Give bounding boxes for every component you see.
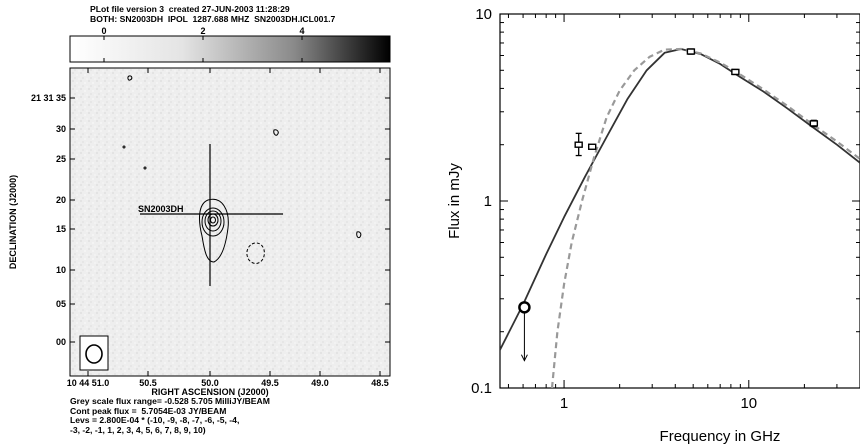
greyscale-tick-marks	[103, 36, 303, 62]
x-axis-ticks: 1 10	[507, 14, 860, 412]
map-footer-line1: Grey scale flux range= -0.528 5.705 Mill…	[70, 396, 270, 406]
y-axis-ticks: 0.1 1 10	[471, 6, 860, 397]
y-tick-label: 10	[475, 6, 492, 23]
map-header-line2: BOTH: SN2003DH IPOL 1287.688 MHZ SN2003D…	[90, 14, 336, 24]
dec-tick-label: 21 31 35	[31, 93, 66, 103]
radio-map: 0 2 4 21 31 35 30 25 20 15 10 05 00 10 4…	[8, 26, 391, 397]
dec-axis-label: DECLINATION (J2000)	[8, 175, 18, 269]
ra-tick-label: 48.5	[371, 378, 389, 388]
dec-tick-label: 25	[56, 154, 66, 164]
plot-frame	[499, 13, 860, 389]
greyscale-wedge	[69, 35, 391, 63]
source-label: SN2003DH	[138, 204, 184, 214]
ra-axis-label: RIGHT ASCENSION (J2000)	[151, 387, 268, 397]
spectrum-plot: 1 10 0.1 1 10 Frequency in GHz Flux in mJy	[446, 6, 860, 445]
ra-tick-label: 10 44 51.0	[67, 378, 110, 388]
source-contours	[199, 198, 229, 263]
map-footer-line2: Cont peak flux = 5.7054E-03 JY/BEAM	[70, 405, 227, 416]
y-tick-label: 0.1	[471, 380, 492, 397]
dec-tick-label: 10	[56, 265, 66, 275]
y-axis-label: Flux in mJy	[446, 163, 463, 239]
y-tick-label: 1	[484, 193, 492, 210]
x-tick-label: 1	[560, 395, 568, 412]
measurements	[518, 48, 819, 362]
beam-ellipse	[85, 344, 103, 364]
map-footer-line3: Levs = 2.800E-04 * (-10, -9, -8, -7, -6,…	[70, 415, 240, 425]
map-frame	[69, 67, 391, 377]
upper-limit-arrowhead	[520, 354, 528, 362]
data-point	[686, 48, 696, 55]
x-tick-label: 10	[740, 395, 757, 412]
dec-tick-label: 05	[56, 299, 66, 309]
model-curves	[500, 47, 860, 388]
dec-tick-label: 00	[56, 337, 66, 347]
model-curve-solid	[500, 48, 860, 351]
data-point	[574, 141, 583, 148]
upper-limit-point	[518, 301, 531, 314]
ra-tick-label: 49.0	[311, 378, 329, 388]
ra-tick-label: 50.0	[201, 378, 219, 388]
dec-tick-label: 15	[56, 224, 66, 234]
data-point	[731, 68, 740, 76]
beam-box	[79, 335, 109, 371]
dec-tick-label: 30	[56, 124, 66, 134]
dec-tick-label: 20	[56, 195, 66, 205]
model-curve-dashed	[550, 47, 860, 388]
ra-tick-label: 50.5	[139, 378, 157, 388]
greyscale-tick-1: 2	[200, 26, 205, 36]
noise-contours	[122, 75, 362, 239]
data-point	[587, 143, 597, 150]
ra-tick-label: 49.5	[261, 378, 279, 388]
map-header-line1: PLot file version 3 created 27-JUN-2003 …	[90, 4, 290, 14]
map-footer-line4: -3, -2, -1, 1, 2, 3, 4, 5, 6, 7, 8, 9, 1…	[70, 424, 206, 435]
greyscale-tick-2: 4	[299, 26, 304, 36]
x-axis-label: Frequency in GHz	[660, 428, 781, 445]
negative-contour	[246, 242, 265, 264]
dec-tick-marks	[70, 97, 390, 343]
data-point	[809, 120, 819, 127]
greyscale-tick-0: 0	[101, 26, 106, 36]
ra-tick-marks	[87, 68, 381, 376]
